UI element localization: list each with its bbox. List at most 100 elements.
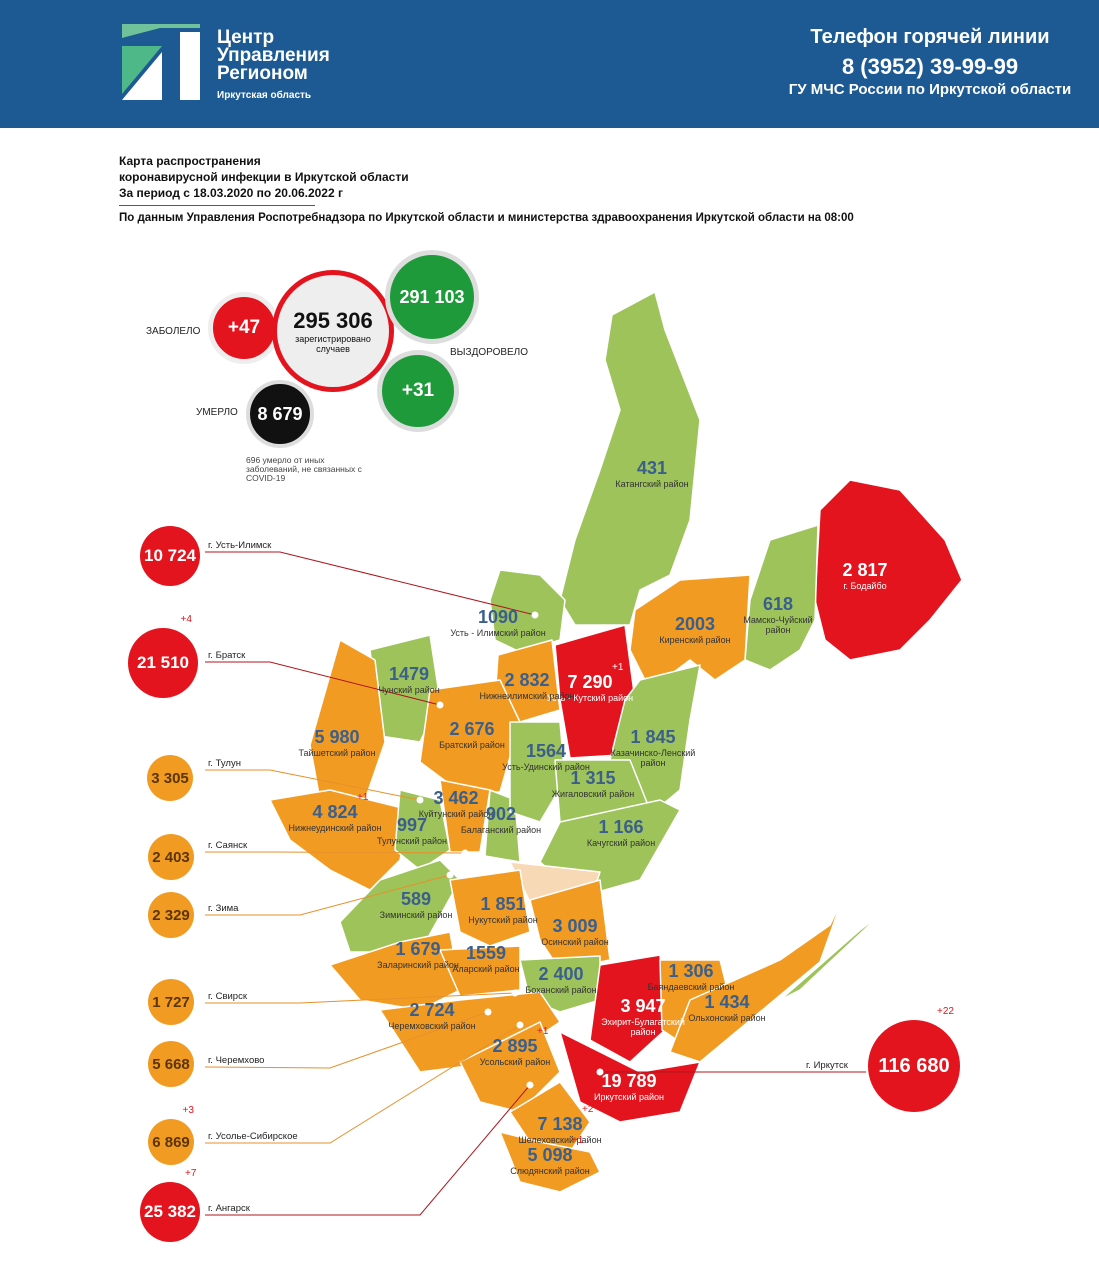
recovered-delta: +31 (377, 350, 459, 432)
recovered-label: ВЫЗДОРОВЕЛО (450, 347, 529, 358)
district-value: 1 306 (668, 961, 714, 981)
city-circle: 10 724 (140, 526, 200, 586)
city-delta: +22 (937, 1006, 954, 1017)
city-name: г. Братск (208, 650, 246, 661)
hotline-org: ГУ МЧС России по Иркутской области (788, 81, 1072, 98)
district-name: Иркутский район (593, 1092, 665, 1102)
district-value: 1 434 (704, 992, 750, 1012)
city-dot (511, 989, 519, 997)
hotline-title: Телефон горячей линии (810, 26, 1050, 48)
district-value: 431 (636, 458, 668, 478)
district-name: Куйтунский район (418, 809, 494, 819)
district-name: Тулунский район (376, 836, 448, 846)
city-circle: 6 869 (148, 1119, 194, 1165)
district-name: Киренский район (659, 635, 731, 645)
district-delta: +1 (572, 1135, 584, 1146)
district-value: 902 (485, 804, 517, 824)
leader-line (205, 874, 451, 916)
leader-line (205, 551, 536, 616)
district-delta: +1 (612, 662, 624, 673)
city-name: г. Усолье-Сибирское (208, 1131, 298, 1142)
district-delta: +1 (357, 792, 369, 803)
district-delta: +2 (582, 1104, 594, 1115)
city-name: г. Черемхово (208, 1055, 265, 1066)
city-dot (531, 611, 539, 619)
logo-line: Регионом (217, 63, 308, 84)
district-value: 7 138 (537, 1114, 583, 1134)
district-name: Усть-Удинский район (502, 762, 590, 772)
district-value: 2003 (674, 614, 716, 634)
city-name: г. Тулун (208, 758, 241, 769)
title-line: коронавирусной инфекции в Иркутской обла… (119, 170, 409, 184)
district-name: Тайшетский район (298, 748, 376, 758)
city-name: г. Свирск (208, 991, 247, 1002)
district-value: 4 824 (312, 802, 358, 822)
leader-line (205, 661, 441, 706)
city-dot (596, 1068, 604, 1076)
infected-total: 295 306 (293, 308, 373, 333)
district-name: Баяндаевский район (647, 982, 735, 992)
district-value: 1564 (525, 741, 567, 761)
district-name: Шелеховский район (518, 1135, 602, 1145)
district-value: 2 832 (504, 670, 550, 690)
title-line: За период с 18.03.2020 по 20.06.2022 г (119, 186, 343, 200)
district-value: 1090 (477, 607, 519, 627)
district-name: Жигаловский район (551, 789, 635, 799)
district-value: 1559 (465, 943, 507, 963)
district-name: Черемховский район (388, 1021, 476, 1031)
district-value: 3 462 (433, 788, 479, 808)
district-name: Мамско-Чуйский район (743, 615, 813, 635)
city-name: г. Саянск (208, 840, 248, 851)
city-circle: 116 680 (868, 1020, 960, 1112)
district-value: 589 (400, 889, 432, 909)
district-name: Усольский район (479, 1057, 551, 1067)
district-name: Нижнеилимский район (479, 691, 575, 701)
died-total: 8 679 (246, 380, 314, 448)
district-name: Ольхонский район (688, 1013, 766, 1023)
city-circle: 25 382 (140, 1182, 200, 1242)
infected-caption: зарегистрировано случаев (295, 334, 371, 354)
city-circle: 1 727 (148, 979, 194, 1025)
district-value: 2 724 (409, 1000, 455, 1020)
district-delta: +5 (651, 1061, 663, 1072)
district-value: 3 947 (620, 996, 666, 1016)
logo-mark (122, 24, 200, 100)
district-name: Слюдянский район (510, 1166, 590, 1176)
city-delta: +7 (185, 1168, 197, 1179)
leader-line (204, 1011, 489, 1069)
leader-line (205, 992, 516, 1004)
district-name: Катангский район (615, 479, 689, 489)
district-name: Заларинский район (377, 960, 459, 970)
district-value: 2 676 (449, 719, 495, 739)
district-name: Зиминский район (379, 910, 453, 920)
city-name: г. Иркутск (806, 1060, 848, 1071)
infected-delta: +47 (208, 292, 280, 364)
district-name: Балаганский район (460, 825, 542, 835)
district-value: 1 315 (570, 768, 616, 788)
city-name: г. Усть-Илимск (208, 540, 272, 551)
district-name: Качугский район (586, 838, 656, 848)
city-circle: 2 403 (148, 834, 194, 880)
city-delta: +3 (182, 1105, 194, 1116)
logo-line: Управления (217, 45, 330, 66)
district-value: 618 (762, 594, 794, 614)
district-value: 997 (396, 815, 428, 835)
district-name: Усть - Илимский район (450, 628, 546, 638)
city-delta: +4 (180, 614, 192, 625)
city-dot (461, 849, 469, 857)
leader-line (205, 851, 466, 854)
city-name: г. Зима (208, 903, 239, 914)
district-value: 2 400 (538, 964, 584, 984)
district-name: Эхирит-Булагатский район (601, 1017, 685, 1037)
district-name: Боханский район (525, 985, 597, 995)
source: По данным Управления Роспотребнадзора по… (119, 212, 854, 224)
infected-total-circle: 295 306 зарегистрировано случаев (272, 270, 394, 392)
logo-line: Центр (217, 27, 275, 48)
city-dot (526, 1081, 534, 1089)
city-dot (436, 701, 444, 709)
district-name: Усть - Кутский район (546, 693, 634, 703)
district-value: 1 845 (630, 727, 676, 747)
district-value: 7 290 (567, 672, 613, 692)
title-line: Карта распространения (119, 154, 261, 168)
